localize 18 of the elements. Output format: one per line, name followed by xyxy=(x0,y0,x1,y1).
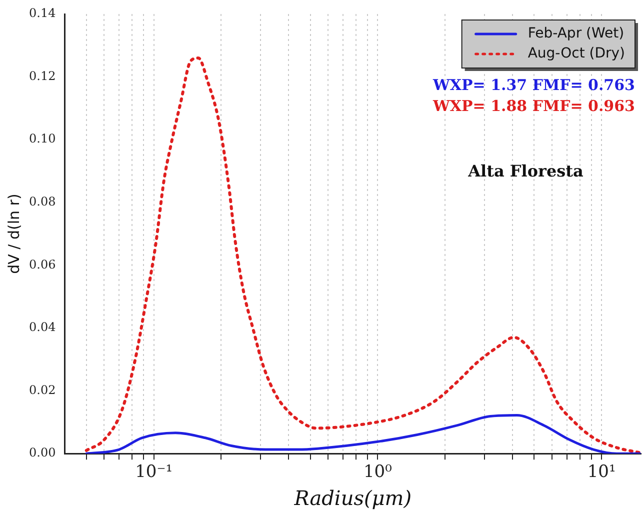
x-tick-label: 10¹ xyxy=(587,462,616,482)
y-tick-label: 0.04 xyxy=(29,320,56,334)
legend-label: Aug-Oct (Dry) xyxy=(528,46,626,62)
annotation: WXP= 1.37 FMF= 0.763 xyxy=(432,76,635,94)
y-tick-label: 0.02 xyxy=(29,382,56,397)
x-tick-label: 10⁻¹ xyxy=(135,462,173,482)
x-tick-label: 10⁰ xyxy=(363,462,392,482)
y-tick-label: 0.10 xyxy=(29,132,56,146)
y-tick-label: 0.08 xyxy=(29,194,56,209)
x-axis-title: Radius(μm) xyxy=(293,486,412,510)
y-tick-label: 0.12 xyxy=(29,68,56,83)
annotation: Alta Floresta xyxy=(467,161,584,180)
y-tick-label: 0.06 xyxy=(29,257,56,272)
y-tick-label: 0.00 xyxy=(29,446,56,460)
y-tick-label: 0.14 xyxy=(29,6,56,20)
annotation: WXP= 1.88 FMF= 0.963 xyxy=(432,96,635,115)
y-axis-title: dV / d(ln r) xyxy=(4,194,23,274)
legend-label: Feb-Apr (Wet) xyxy=(528,26,624,42)
